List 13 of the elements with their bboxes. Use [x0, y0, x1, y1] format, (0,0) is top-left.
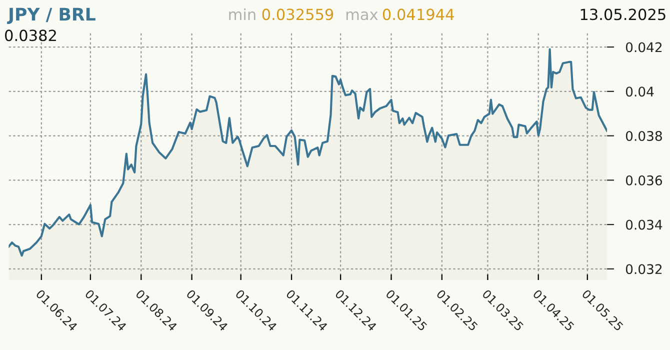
annotation: 0.0382: [5, 30, 56, 42]
y-tick-label: 0.032: [626, 264, 662, 274]
y-tick-label: 0.042: [626, 42, 662, 52]
text: 0.041944: [382, 8, 454, 20]
text: min: [229, 8, 256, 20]
y-tick-label: 0.038: [626, 131, 662, 141]
text: max: [346, 11, 378, 20]
text: 13.05.2025: [580, 8, 666, 20]
y-tick-label: 0.036: [626, 175, 662, 186]
y-tick-label: 0.04: [626, 86, 654, 97]
y-tick-label: 0.034: [626, 220, 662, 230]
text: 0.032559: [262, 8, 334, 20]
chart-title: JPY / BRL: [7, 8, 96, 24]
